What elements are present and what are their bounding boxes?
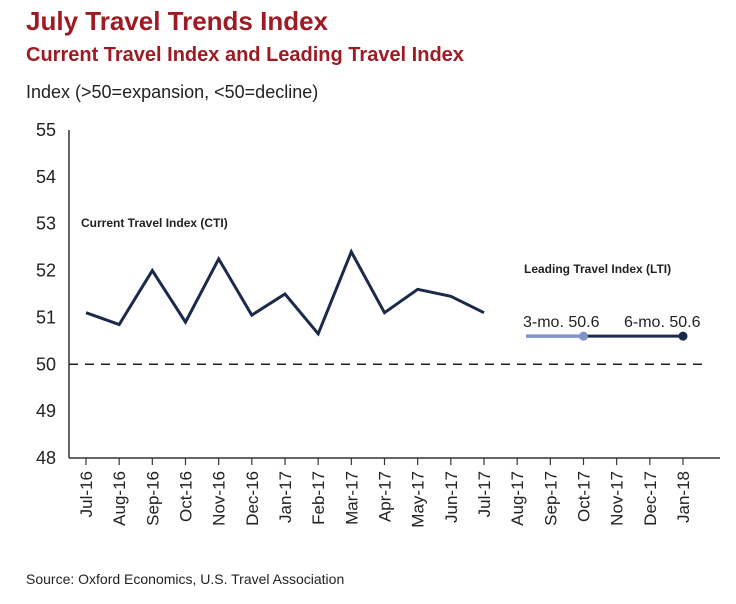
y-tick-label: 51 (36, 307, 56, 327)
y-tick-label: 55 (36, 120, 56, 140)
lti-annotation: Leading Travel Index (LTI) (524, 262, 671, 276)
x-tick-label: Aug-17 (508, 471, 527, 526)
x-tick-label: Dec-16 (243, 471, 262, 526)
x-tick-label: Feb-17 (309, 471, 328, 525)
chart-title: July Travel Trends Index (26, 6, 329, 36)
lti-6mo-value-label: 6-mo. 50.6 (624, 314, 701, 331)
x-tick-label: Sep-16 (143, 471, 162, 526)
source-note: Source: Oxford Economics, U.S. Travel As… (26, 571, 345, 587)
x-tick-label: Sep-17 (541, 471, 560, 526)
x-tick-label: Nov-16 (210, 471, 229, 526)
x-tick-label: Jan-17 (276, 471, 295, 523)
x-tick-label: Jul-17 (475, 471, 494, 517)
x-tick-label: Oct-17 (575, 471, 594, 522)
x-tick-label: Aug-16 (110, 471, 129, 526)
y-axis-note: Index (>50=expansion, <50=decline) (26, 82, 319, 102)
x-tick-label: May-17 (409, 471, 428, 528)
lti-3mo-point (579, 331, 588, 341)
y-tick-label: 50 (36, 354, 56, 374)
lti-6mo-point (678, 331, 688, 341)
y-tick-label: 54 (36, 167, 56, 187)
y-tick-label: 53 (36, 214, 56, 234)
y-tick-label: 49 (36, 401, 56, 421)
x-tick-label: Nov-17 (608, 471, 627, 526)
x-tick-label: Jun-17 (442, 471, 461, 523)
line-chart: 48 49 50 51 52 53 54 55 Jul-16 Aug-16 Sep-16 Oct-16… (36, 120, 720, 528)
x-tick-label: Dec-17 (641, 471, 660, 526)
x-tick-label: Apr-17 (376, 471, 395, 522)
y-tick-label: 52 (36, 261, 56, 281)
chart-subtitle: Current Travel Index and Leading Travel … (26, 44, 464, 66)
cti-series-line (85, 248, 485, 337)
x-tick-label: Oct-16 (177, 471, 196, 522)
x-tick-label: Mar-17 (342, 471, 361, 525)
cti-annotation: Current Travel Index (CTI) (81, 216, 228, 230)
lti-3mo-value-label: 3-mo. 50.6 (523, 314, 600, 331)
x-tick-label: Jul-16 (77, 471, 96, 517)
y-tick-label: 48 (36, 448, 56, 468)
x-tick-label: Jan-18 (674, 471, 693, 523)
